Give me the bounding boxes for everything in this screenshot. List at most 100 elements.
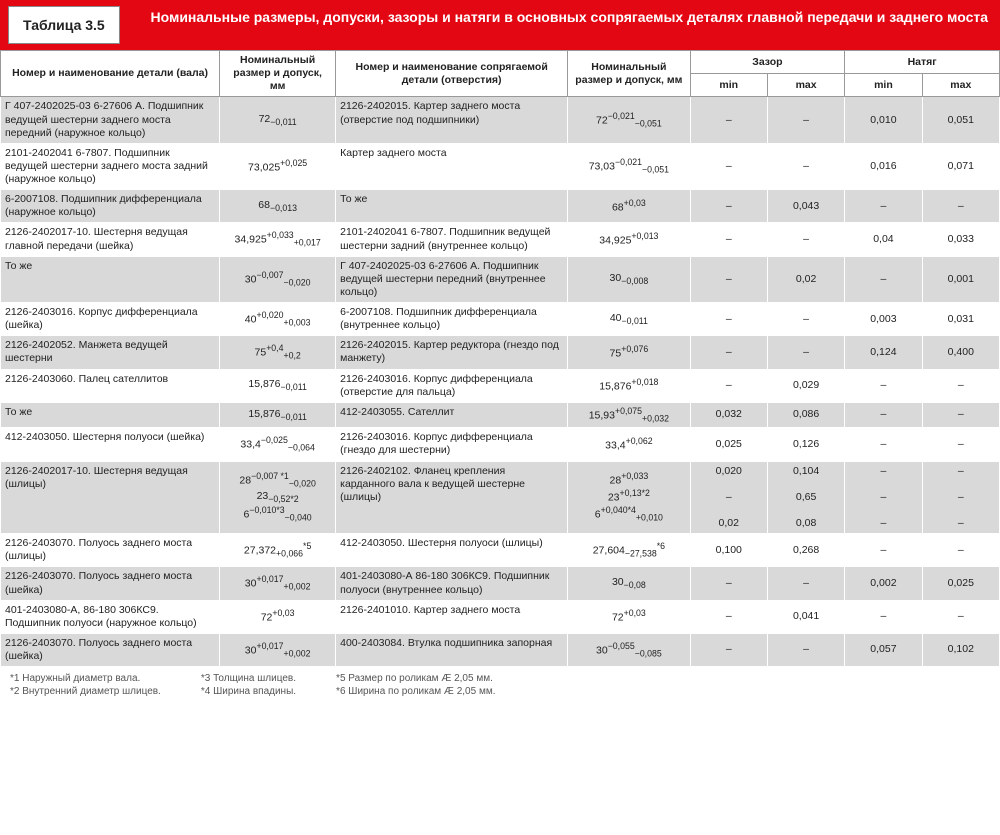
cell-fit-max: –	[922, 190, 999, 223]
footnote-column: *3 Толщина шлицев.*4 Ширина впадины.	[201, 673, 296, 697]
header: Таблица 3.5 Номинальные размеры, допуски…	[0, 0, 1000, 50]
cell-fit-max: 0,051	[922, 97, 999, 143]
cell-gap-max: 0,029	[767, 369, 844, 402]
cell-gap-min: –	[690, 256, 767, 302]
cell-gap-min: –	[690, 567, 767, 600]
footnote: *5 Размер по роликам Æ 2,05 мм.	[336, 673, 495, 684]
cell-part: Г 407-2402025-03 6-27606 А. Подшипник ве…	[1, 97, 220, 143]
cell-mating-size: 30−0,008	[568, 256, 690, 302]
cell-fit-min: –	[845, 402, 922, 428]
cell-mating: 2101-2402041 6-7807. Подшипник ведущей ш…	[336, 223, 568, 256]
cell-gap-max: –	[767, 633, 844, 666]
cell-fit-min: –	[845, 256, 922, 302]
cell-mating-size: 75+0,076	[568, 336, 690, 369]
cell-part: 2126-2403016. Корпус дифференциала (шейк…	[1, 303, 220, 336]
cell-fit-min: –	[845, 428, 922, 461]
cell-fit-min: –––	[845, 461, 922, 534]
cell-gap-max: –	[767, 336, 844, 369]
cell-gap-max: –	[767, 223, 844, 256]
cell-part: 2126-2402052. Манжета ведущей шестерни	[1, 336, 220, 369]
table-row: 2126-2403016. Корпус дифференциала (шейк…	[1, 303, 1000, 336]
cell-size: 72−0,011	[220, 97, 336, 143]
footnote-column: *5 Размер по роликам Æ 2,05 мм.*6 Ширина…	[336, 673, 495, 697]
cell-fit-max: –––	[922, 461, 999, 534]
cell-mating: 2126-2402015. Картер заднего моста (отве…	[336, 97, 568, 143]
cell-mating: 2126-2401010. Картер заднего моста	[336, 600, 568, 633]
cell-gap-max: –	[767, 303, 844, 336]
cell-gap-max: 0,043	[767, 190, 844, 223]
cell-part: 6-2007108. Подшипник дифференциала (нару…	[1, 190, 220, 223]
cell-gap-min: 0,025	[690, 428, 767, 461]
cell-size: 30+0,017+0,002	[220, 567, 336, 600]
cell-size: 73,025+0,025	[220, 143, 336, 189]
col-mating-size: Номинальный размер и допуск, мм	[568, 51, 690, 97]
cell-fit-min: 0,002	[845, 567, 922, 600]
cell-mating: То же	[336, 190, 568, 223]
cell-fit-max: –	[922, 369, 999, 402]
cell-fit-min: 0,003	[845, 303, 922, 336]
cell-mating: 6-2007108. Подшипник дифференциала (внут…	[336, 303, 568, 336]
table-row: То же15,876−0,011412-2403055. Сателлит15…	[1, 402, 1000, 428]
cell-part: 2126-2403070. Полуось заднего моста (шей…	[1, 567, 220, 600]
cell-mating: 412-2403055. Сателлит	[336, 402, 568, 428]
cell-size: 15,876−0,011	[220, 402, 336, 428]
table-title: Номинальные размеры, допуски, зазоры и н…	[120, 0, 1000, 50]
col-fit-min: min	[845, 74, 922, 97]
cell-fit-min: 0,124	[845, 336, 922, 369]
spec-table: Номер и наименование детали (вала) Номин…	[0, 50, 1000, 667]
cell-gap-min: 0,020–0,02	[690, 461, 767, 534]
cell-mating: 412-2403050. Шестерня полуоси (шлицы)	[336, 534, 568, 567]
cell-fit-max: 0,025	[922, 567, 999, 600]
cell-fit-max: 0,033	[922, 223, 999, 256]
cell-gap-min: –	[690, 633, 767, 666]
col-part-number: Номер и наименование детали (вала)	[1, 51, 220, 97]
cell-gap-min: –	[690, 97, 767, 143]
cell-mating-size: 68+0,03	[568, 190, 690, 223]
cell-fit-max: –	[922, 402, 999, 428]
table-row: То же30−0,007−0,020Г 407-2402025-03 6-27…	[1, 256, 1000, 302]
footnote: *2 Внутренний диаметр шлицев.	[10, 686, 161, 697]
cell-gap-min: –	[690, 369, 767, 402]
cell-size: 30+0,017+0,002	[220, 633, 336, 666]
cell-gap-max: 0,126	[767, 428, 844, 461]
cell-gap-max: –	[767, 143, 844, 189]
cell-fit-min: –	[845, 534, 922, 567]
cell-size: 15,876−0,011	[220, 369, 336, 402]
cell-mating: Г 407-2402025-03 6-27606 А. Подшипник ве…	[336, 256, 568, 302]
cell-part: 2126-2403060. Палец сателлитов	[1, 369, 220, 402]
cell-gap-max: 0,02	[767, 256, 844, 302]
cell-mating-size: 33,4+0,062	[568, 428, 690, 461]
cell-gap-max: 0,041	[767, 600, 844, 633]
col-gap-max: max	[767, 74, 844, 97]
table-row: 2126-2403070. Полуось заднего моста (шли…	[1, 534, 1000, 567]
cell-gap-max: 0,086	[767, 402, 844, 428]
cell-mating: Картер заднего моста	[336, 143, 568, 189]
cell-fit-max: –	[922, 428, 999, 461]
cell-fit-min: 0,016	[845, 143, 922, 189]
cell-mating: 2126-2402102. Фланец крепления карданног…	[336, 461, 568, 534]
footnote-column: *1 Наружный диаметр вала.*2 Внутренний д…	[10, 673, 161, 697]
cell-gap-max: 0,1040,650,08	[767, 461, 844, 534]
table-row: 2101-2402041 6-7807. Подшипник ведущей ш…	[1, 143, 1000, 189]
table-row: 2126-2403070. Полуось заднего моста (шей…	[1, 633, 1000, 666]
cell-part: 401-2403080-А, 86-180 306КС9. Подшипник …	[1, 600, 220, 633]
cell-part: То же	[1, 402, 220, 428]
cell-fit-min: –	[845, 600, 922, 633]
cell-mating: 401-2403080-А 86-180 306КС9. Подшипник п…	[336, 567, 568, 600]
cell-fit-max: 0,001	[922, 256, 999, 302]
cell-fit-max: 0,071	[922, 143, 999, 189]
cell-mating-size: 73,03−0,021−0,051	[568, 143, 690, 189]
cell-size: 30−0,007−0,020	[220, 256, 336, 302]
cell-mating: 2126-2402015. Картер редуктора (гнездо п…	[336, 336, 568, 369]
cell-gap-max: –	[767, 97, 844, 143]
cell-mating: 2126-2403016. Корпус дифференциала (отве…	[336, 369, 568, 402]
cell-size: 28−0,007 *1−0,02023−0,52*26−0,010*3−0,04…	[220, 461, 336, 534]
cell-gap-min: –	[690, 190, 767, 223]
cell-size: 75+0,4+0,2	[220, 336, 336, 369]
cell-size: 33,4−0,025−0,064	[220, 428, 336, 461]
cell-mating-size: 30−0,055−0,085	[568, 633, 690, 666]
cell-part: 2126-2402017-10. Шестерня ведущая (шлицы…	[1, 461, 220, 534]
cell-gap-max: 0,268	[767, 534, 844, 567]
cell-gap-min: –	[690, 600, 767, 633]
cell-fit-max: 0,400	[922, 336, 999, 369]
